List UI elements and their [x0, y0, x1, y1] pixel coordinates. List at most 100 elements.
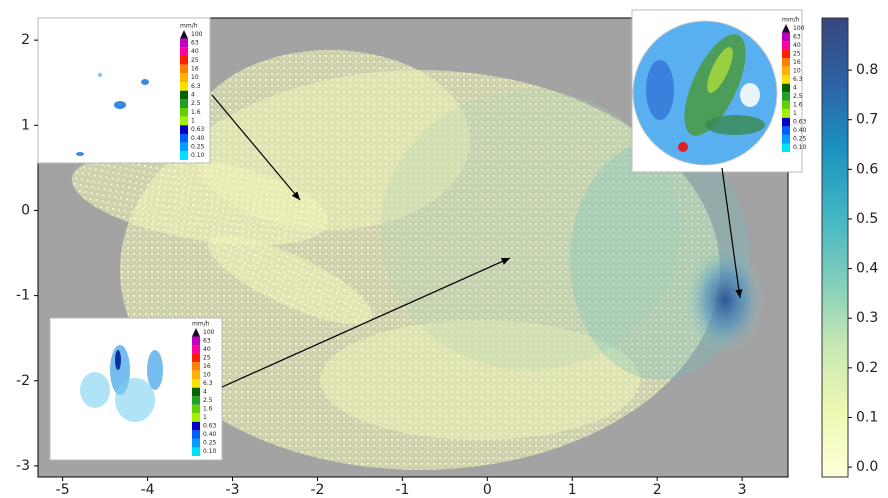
legend-label: 16 — [203, 363, 211, 370]
legend-label: 6.3 — [191, 83, 201, 90]
legend-swatch — [782, 24, 790, 33]
legend-swatch — [192, 379, 200, 388]
legend-swatch — [192, 447, 200, 456]
inset-echoes — [76, 73, 149, 156]
legend-swatch — [192, 336, 200, 346]
legend-swatch — [782, 134, 790, 144]
y-tick-label: 2 — [21, 32, 30, 48]
legend-label: 40 — [793, 42, 801, 49]
legend-swatch — [782, 32, 790, 42]
legend-swatch — [192, 328, 200, 337]
x-tick-label: -1 — [395, 482, 409, 498]
legend-swatch — [782, 117, 790, 127]
x-tick-label: 0 — [483, 482, 492, 498]
x-tick-label: -2 — [310, 482, 324, 498]
legend-label: 0.10 — [191, 152, 205, 159]
colorbar — [821, 17, 849, 478]
legend-unit: mm/h — [192, 321, 210, 328]
colorbar-tick-label: 0.0 — [856, 459, 878, 475]
legend-label: 0.40 — [191, 135, 205, 142]
legend-swatch — [180, 108, 188, 117]
legend-label: 4 — [191, 92, 195, 99]
legend-swatch — [782, 75, 790, 84]
legend-swatch — [782, 58, 790, 67]
legend-swatch — [782, 143, 790, 152]
legend-swatch — [180, 64, 188, 74]
legend-unit: mm/h — [180, 23, 198, 30]
colorbar-tick-label: 0.3 — [856, 310, 878, 326]
legend-label: 10 — [793, 67, 801, 74]
legend-label: 1.6 — [793, 102, 803, 109]
legend-label: 2.5 — [793, 93, 803, 100]
legend-label: 0.25 — [191, 144, 205, 151]
legend-label: 0.63 — [203, 423, 217, 430]
legend-label: 0.40 — [793, 127, 807, 134]
legend-swatch — [180, 73, 188, 82]
legend-swatch — [192, 345, 200, 354]
legend-swatch — [192, 404, 200, 414]
legend-swatch — [180, 151, 188, 160]
legend-label: 25 — [203, 354, 211, 361]
colorbar-tick-label: 0.4 — [856, 261, 878, 277]
legend-label: 1 — [191, 118, 195, 125]
legend-swatch — [180, 82, 188, 91]
legend-swatch — [180, 99, 188, 108]
legend-label: 25 — [191, 57, 199, 64]
x-tick-label: 1 — [568, 482, 577, 498]
legend-swatch — [192, 370, 200, 380]
y-tick-label: -3 — [16, 458, 30, 474]
legend-label: 10 — [203, 371, 211, 378]
x-tick-label: -5 — [56, 482, 70, 498]
legend-label: 0.63 — [793, 119, 807, 126]
legend-swatch — [782, 49, 790, 59]
legend-swatch — [180, 30, 188, 39]
legend-swatch — [782, 109, 790, 118]
y-tick-label: 1 — [21, 117, 30, 133]
legend-label: 0.63 — [191, 126, 205, 133]
legend-label: 63 — [191, 40, 199, 47]
legend-label: 1 — [203, 414, 207, 421]
legend-swatch — [192, 430, 200, 439]
legend-swatch — [180, 38, 188, 48]
legend-label: 63 — [203, 337, 211, 344]
colorbar-tick-label: 0.5 — [856, 211, 878, 227]
legend-label: 40 — [191, 48, 199, 55]
legend-label: 2.5 — [191, 100, 201, 107]
legend-swatch — [782, 92, 790, 101]
legend-swatch — [192, 353, 200, 363]
legend-label: 25 — [793, 50, 801, 57]
legend-label: 16 — [191, 66, 199, 73]
legend-label: 0.10 — [793, 144, 807, 151]
legend-label: 100 — [191, 31, 203, 38]
x-tick-label: 3 — [738, 482, 747, 498]
legend-label: 16 — [793, 59, 801, 66]
legend-label: 100 — [793, 25, 805, 32]
legend-swatch — [180, 116, 188, 126]
legend-swatch — [180, 47, 188, 56]
legend-swatch — [192, 396, 200, 405]
legend-swatch — [782, 83, 790, 93]
y-tick-label: -1 — [16, 288, 30, 304]
legend-swatch — [192, 438, 200, 448]
plot-frame — [37, 17, 789, 478]
legend-label: 6.3 — [203, 380, 213, 387]
legend-swatch — [192, 421, 200, 431]
legend-label: 0.40 — [203, 431, 217, 438]
legend-swatch — [180, 56, 188, 65]
legend-swatch — [782, 66, 790, 76]
legend-label: 1.6 — [203, 406, 213, 413]
legend-label: 4 — [793, 85, 797, 92]
x-tick-label: 2 — [653, 482, 662, 498]
legend-label: 0.10 — [203, 448, 217, 455]
colorbar-tick-label: 0.2 — [856, 360, 878, 376]
legend-swatch — [180, 142, 188, 152]
legend-swatch — [180, 134, 188, 143]
legend-label: 10 — [191, 74, 199, 81]
legend-swatch — [192, 413, 200, 422]
y-tick-label: 0 — [21, 202, 30, 218]
x-tick-label: -4 — [141, 482, 155, 498]
legend-swatch — [782, 126, 790, 135]
